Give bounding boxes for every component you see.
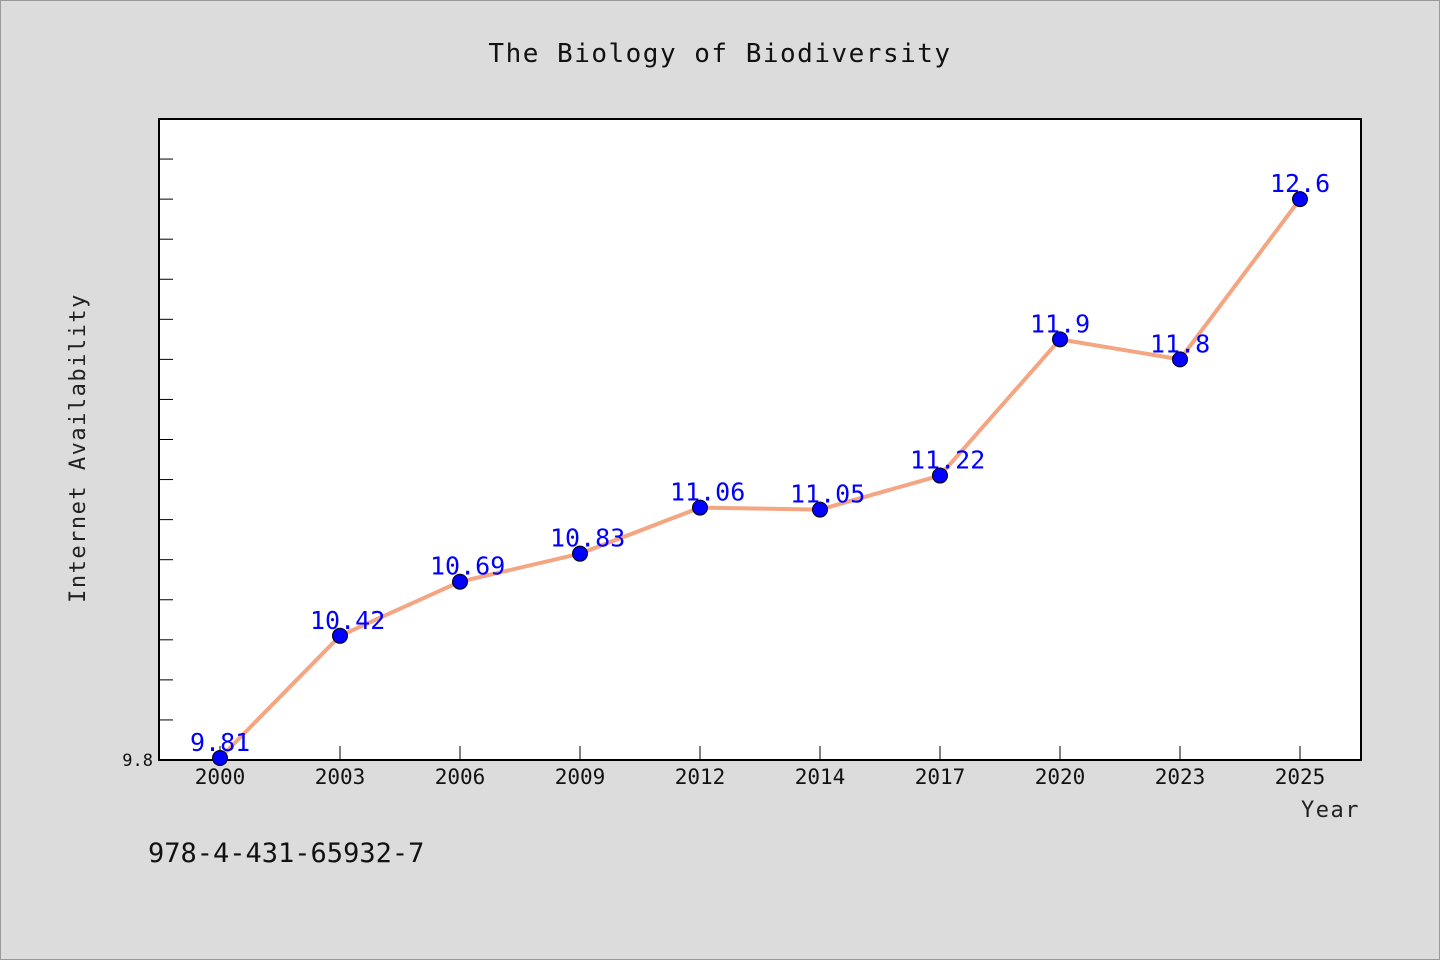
- data-label: 11.05: [790, 480, 865, 509]
- chart-title: The Biology of Biodiversity: [488, 39, 951, 69]
- data-point: [1292, 191, 1308, 208]
- data-point: [572, 545, 588, 562]
- data-point: [332, 627, 348, 644]
- data-label: 11.9: [1030, 309, 1090, 338]
- data-point: [212, 749, 228, 766]
- x-tick-label: 2006: [435, 765, 486, 789]
- data-point: [1172, 351, 1188, 368]
- x-tick-label: 2014: [795, 765, 846, 789]
- data-label: 10.69: [430, 552, 505, 581]
- series-line: [218, 197, 1302, 760]
- y-tick-label: 9.8: [122, 751, 153, 771]
- x-tick-label: 2020: [1035, 765, 1086, 789]
- data-point: [1052, 331, 1068, 348]
- data-label: 10.42: [310, 606, 385, 635]
- data-label: 11.8: [1150, 329, 1210, 358]
- x-tick-label: 2003: [315, 765, 366, 789]
- isbn-text: 978-4-431-65932-7: [148, 838, 424, 869]
- x-axis-ticks: 2000 2003 2006 2009 2012 2014 2017 2020 2023 2025: [195, 746, 1326, 789]
- plot-area: [158, 118, 1362, 761]
- data-point: [932, 467, 948, 484]
- x-tick-label: 2000: [195, 765, 246, 789]
- x-tick-label: 2012: [675, 765, 726, 789]
- x-tick-label: 2023: [1155, 765, 1206, 789]
- y-axis-title: Internet Availability: [66, 293, 91, 603]
- data-label: 9.81: [190, 728, 250, 757]
- series-layer: 9.81 10.42 10.69 10.83 11.06 11.05 11.22 11.9 11…: [190, 169, 1330, 766]
- x-tick-label: 2009: [555, 765, 606, 789]
- y-axis-ticks: 9.8: [122, 158, 173, 771]
- x-tick-label: 2025: [1275, 765, 1326, 789]
- data-label: 11.06: [670, 478, 745, 507]
- data-point: [452, 573, 468, 590]
- data-point: [692, 499, 708, 516]
- data-label: 10.83: [550, 524, 625, 553]
- data-label: 12.6: [1270, 169, 1330, 198]
- x-axis-title: Year: [1301, 798, 1360, 823]
- x-tick-label: 2017: [915, 765, 966, 789]
- data-point: [812, 501, 828, 518]
- data-label: 11.22: [910, 446, 985, 475]
